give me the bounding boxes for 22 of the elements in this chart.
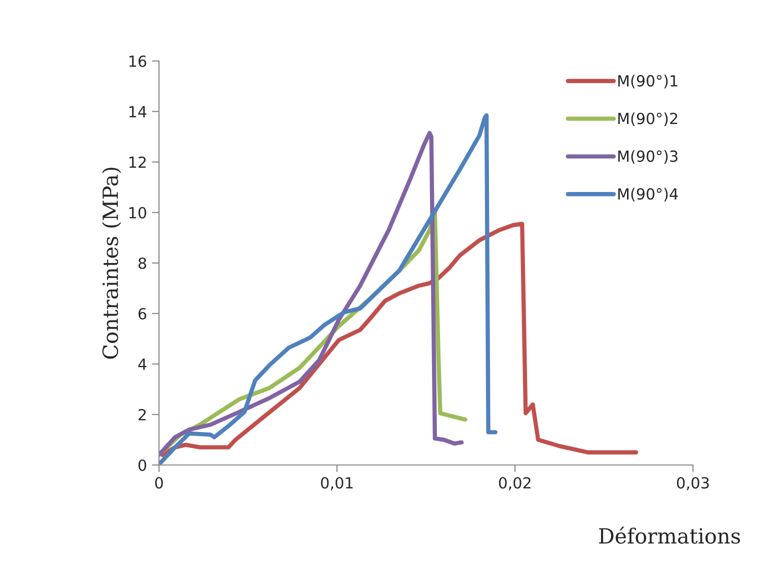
- y-tick-label: 16: [129, 55, 146, 68]
- y-tick-label: 6: [138, 308, 146, 320]
- x-axis-title: Déformations: [599, 526, 740, 544]
- y-tick-label: 14: [129, 106, 146, 118]
- line-series: [159, 113, 498, 465]
- legend-label: M(90°)1: [618, 74, 678, 88]
- y-axis-title: Contraintes (MPa): [102, 168, 122, 359]
- legend-label: M(90°)2: [618, 112, 678, 126]
- x-tick-label: 0,03: [677, 477, 709, 490]
- y-tick-label: 2: [138, 408, 146, 420]
- legend-label: M(90°)3: [618, 150, 678, 164]
- line-series: [159, 130, 464, 457]
- x-tick-label: 0,02: [499, 477, 530, 490]
- legend-label: M(90°)4: [618, 188, 678, 202]
- line-series: [160, 222, 638, 457]
- y-tick-label: 0: [138, 459, 146, 472]
- x-tick-label: 0,01: [321, 477, 353, 490]
- x-tick-label: 0: [155, 477, 163, 489]
- y-tick-label: 4: [138, 358, 146, 370]
- y-tick-label: 12: [129, 156, 146, 168]
- y-tick-label: 10: [129, 206, 146, 219]
- y-tick-label: 8: [138, 257, 146, 270]
